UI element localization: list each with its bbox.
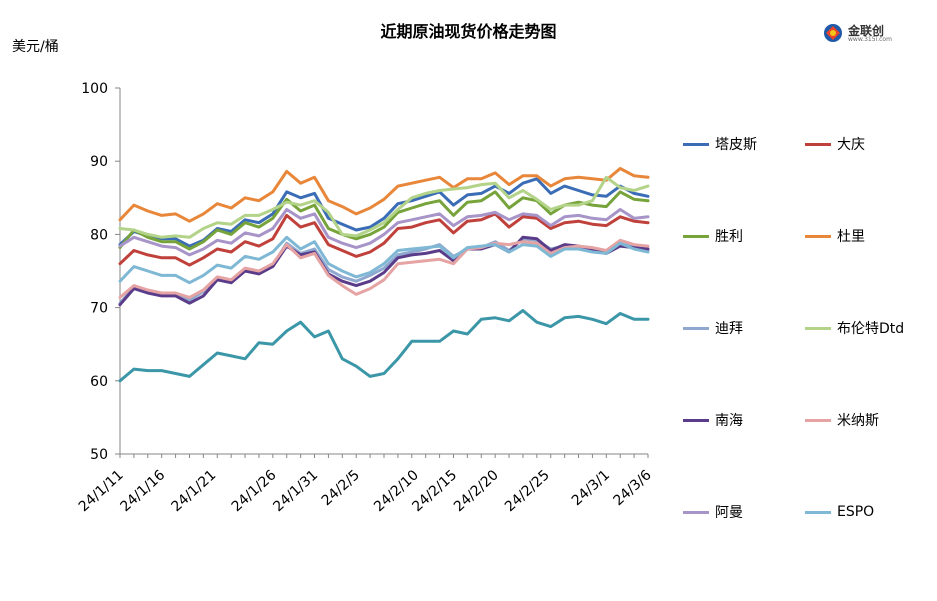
chart-title: 近期原油现货价格走势图 bbox=[380, 22, 557, 41]
x-tick-label: 24/3/6 bbox=[610, 467, 654, 509]
legend-label: 南海 bbox=[715, 413, 743, 429]
legend-label: 胜利 bbox=[715, 229, 743, 245]
y-axis-unit-label: 美元/桶 bbox=[12, 39, 59, 55]
legend-swatch bbox=[683, 142, 709, 146]
legend-label: ESPO bbox=[837, 504, 875, 520]
chart-series-lines bbox=[118, 167, 650, 383]
x-tick-label: 24/1/26 bbox=[229, 467, 280, 515]
legend-item: 阿曼 bbox=[683, 502, 743, 522]
legend-swatch bbox=[683, 510, 709, 514]
series-line-4 bbox=[118, 167, 650, 223]
legend-swatch bbox=[683, 418, 709, 422]
x-tick-label: 24/1/21 bbox=[168, 467, 219, 515]
chart-axes bbox=[115, 87, 649, 458]
y-tick-label: 50 bbox=[90, 447, 108, 463]
x-tick-label: 24/2/25 bbox=[502, 467, 553, 515]
legend-item: 迪拜 bbox=[683, 318, 743, 338]
legend-swatch bbox=[805, 510, 831, 514]
series-line-9 bbox=[118, 208, 650, 257]
legend-swatch bbox=[805, 418, 831, 422]
y-tick-label: 60 bbox=[90, 374, 108, 390]
legend-swatch bbox=[805, 142, 831, 146]
series-line-11 bbox=[118, 309, 650, 383]
legend-label: 迪拜 bbox=[715, 321, 743, 337]
series-line-2 bbox=[118, 212, 650, 267]
brand-logo: 金联创 www.315i.com bbox=[822, 20, 897, 46]
logo-text: 金联创 bbox=[848, 24, 885, 38]
logo-url: www.315i.com bbox=[848, 36, 892, 43]
legend-item: 南海 bbox=[683, 410, 743, 430]
legend-swatch bbox=[805, 326, 831, 330]
logo-mark-icon bbox=[824, 24, 842, 42]
legend-label: 大庆 bbox=[837, 137, 865, 153]
legend-item: ESPO bbox=[805, 502, 874, 522]
x-tick-label: 24/1/31 bbox=[270, 467, 321, 515]
series-line-8 bbox=[118, 238, 650, 299]
x-tick-label: 24/3/1 bbox=[569, 467, 613, 509]
legend-item: 塔皮斯 bbox=[683, 134, 757, 154]
y-tick-label: 70 bbox=[90, 301, 108, 317]
x-tick-label: 24/2/20 bbox=[451, 467, 502, 515]
y-tick-label: 100 bbox=[81, 81, 108, 97]
legend-item: 杜里 bbox=[805, 226, 865, 246]
legend-swatch bbox=[683, 326, 709, 330]
legend-label: 杜里 bbox=[837, 229, 865, 245]
legend-label: 塔皮斯 bbox=[715, 137, 757, 153]
y-tick-label: 80 bbox=[90, 227, 108, 243]
x-tick-label: 24/1/16 bbox=[118, 467, 169, 515]
legend-item: 米纳斯 bbox=[805, 410, 879, 430]
legend-swatch bbox=[805, 234, 831, 238]
legend-item: 大庆 bbox=[805, 134, 865, 154]
x-tick-label: 24/2/5 bbox=[319, 467, 363, 509]
legend-item: 胜利 bbox=[683, 226, 743, 246]
legend-swatch bbox=[683, 234, 709, 238]
legend-label: 布伦特Dtd bbox=[837, 321, 905, 337]
legend-item: 布伦特Dtd bbox=[805, 318, 904, 338]
legend-label: 米纳斯 bbox=[837, 413, 879, 429]
series-line-7 bbox=[118, 235, 650, 307]
series-line-6 bbox=[118, 175, 650, 239]
y-tick-label: 90 bbox=[90, 154, 108, 170]
series-line-10 bbox=[118, 235, 650, 285]
legend-label: 阿曼 bbox=[715, 505, 743, 521]
x-tick-label: 24/1/11 bbox=[76, 467, 127, 515]
